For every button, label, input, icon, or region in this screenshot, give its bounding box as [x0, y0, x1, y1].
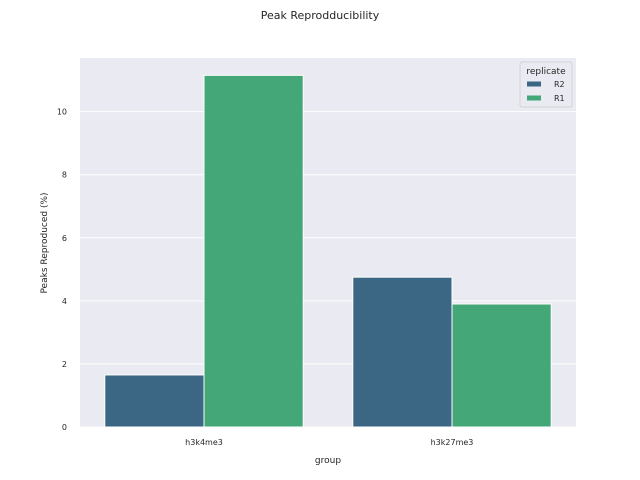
x-tick-labels: h3k4me3 h3k27me3: [185, 438, 473, 447]
y-axis-label: Peaks Reproduced (%): [40, 192, 50, 293]
bar-r1-h3k4me3: [203, 74, 304, 428]
legend-label-r2: R2: [554, 80, 565, 89]
y-tick-label: 10: [57, 108, 67, 117]
y-tick-label: 8: [62, 171, 67, 180]
legend-label-r1: R1: [554, 94, 565, 103]
y-tick-labels: 0 2 4 6 8 10: [57, 108, 67, 432]
legend-swatch-r1: [527, 95, 541, 101]
y-tick-label: 4: [62, 297, 67, 306]
bars: [104, 74, 552, 428]
bar-r2-h3k27me3: [352, 276, 453, 428]
legend: replicate R2 R1: [519, 61, 573, 108]
x-tick-label: h3k4me3: [185, 438, 223, 447]
bar-r1-h3k27me3: [451, 303, 552, 428]
x-tick-label: h3k27me3: [431, 438, 474, 447]
legend-swatch-r2: [527, 81, 541, 87]
y-tick-label: 6: [62, 234, 67, 243]
chart-title: Peak Reprodducibility: [261, 9, 380, 22]
x-axis-label: group: [315, 456, 341, 466]
y-tick-label: 2: [62, 360, 67, 369]
y-tick-label: 0: [62, 423, 67, 432]
legend-title: replicate: [526, 67, 566, 77]
bar-r2-h3k4me3: [104, 374, 205, 428]
